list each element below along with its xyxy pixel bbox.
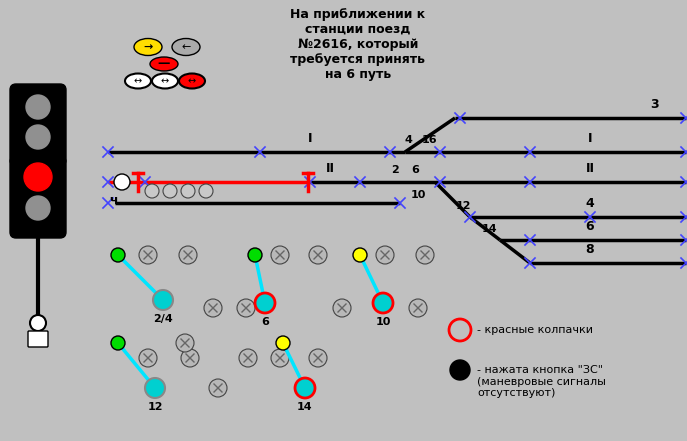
Text: 2/4: 2/4 xyxy=(153,314,173,324)
Circle shape xyxy=(24,163,52,191)
Circle shape xyxy=(30,315,46,331)
Text: - нажата кнопка "ЗС"
(маневровые сигналы
отсутствуют): - нажата кнопка "ЗС" (маневровые сигналы… xyxy=(477,365,606,398)
Text: II: II xyxy=(326,162,335,175)
Circle shape xyxy=(295,378,315,398)
Circle shape xyxy=(309,349,327,367)
Text: 12: 12 xyxy=(147,402,163,412)
Circle shape xyxy=(111,336,125,350)
Circle shape xyxy=(237,299,255,317)
Text: II: II xyxy=(585,162,594,175)
Circle shape xyxy=(179,246,197,264)
Circle shape xyxy=(111,248,125,262)
Circle shape xyxy=(333,299,351,317)
Circle shape xyxy=(26,196,50,220)
Text: →: → xyxy=(144,42,153,52)
FancyBboxPatch shape xyxy=(28,331,48,347)
Circle shape xyxy=(163,184,177,198)
Text: 2: 2 xyxy=(391,165,399,175)
Text: ↔: ↔ xyxy=(161,76,169,86)
Circle shape xyxy=(199,184,213,198)
Circle shape xyxy=(373,293,393,313)
Text: I: I xyxy=(588,132,592,145)
Circle shape xyxy=(248,248,262,262)
Text: 10: 10 xyxy=(410,190,426,200)
Circle shape xyxy=(271,349,289,367)
Circle shape xyxy=(145,184,159,198)
Text: 6: 6 xyxy=(261,317,269,327)
Circle shape xyxy=(145,378,165,398)
Circle shape xyxy=(26,125,50,149)
Text: I: I xyxy=(308,132,313,145)
Text: —: — xyxy=(158,57,170,71)
FancyBboxPatch shape xyxy=(10,84,66,166)
Text: ←: ← xyxy=(181,42,191,52)
Text: 4: 4 xyxy=(404,135,412,145)
Circle shape xyxy=(276,336,290,350)
Circle shape xyxy=(416,246,434,264)
Circle shape xyxy=(181,349,199,367)
Text: ч: ч xyxy=(110,194,118,207)
Text: 6: 6 xyxy=(411,165,419,175)
Ellipse shape xyxy=(134,38,162,56)
Text: ↔: ↔ xyxy=(134,76,142,86)
Text: - красные колпачки: - красные колпачки xyxy=(477,325,593,335)
Text: На приближении к
станции поезд
№2616, который
требуется принять
на 6 путь: На приближении к станции поезд №2616, ко… xyxy=(291,8,425,81)
Circle shape xyxy=(450,360,470,380)
Circle shape xyxy=(176,334,194,352)
Circle shape xyxy=(271,246,289,264)
Text: 3: 3 xyxy=(650,98,659,111)
Circle shape xyxy=(26,95,50,119)
Text: ↔: ↔ xyxy=(188,76,196,86)
Circle shape xyxy=(114,174,130,190)
Text: 8: 8 xyxy=(586,243,594,256)
Text: 14: 14 xyxy=(482,224,498,234)
Circle shape xyxy=(239,349,257,367)
Text: 14: 14 xyxy=(297,402,313,412)
Circle shape xyxy=(409,299,427,317)
Circle shape xyxy=(153,290,173,310)
Ellipse shape xyxy=(152,74,178,89)
Circle shape xyxy=(376,246,394,264)
Text: 6: 6 xyxy=(586,220,594,233)
Ellipse shape xyxy=(125,74,151,89)
Text: 12: 12 xyxy=(455,201,471,211)
Text: 10: 10 xyxy=(375,317,391,327)
Circle shape xyxy=(181,184,195,198)
Circle shape xyxy=(209,379,227,397)
Circle shape xyxy=(139,246,157,264)
FancyBboxPatch shape xyxy=(10,156,66,238)
Ellipse shape xyxy=(150,57,178,71)
Circle shape xyxy=(353,248,367,262)
Circle shape xyxy=(139,349,157,367)
Ellipse shape xyxy=(172,38,200,56)
Circle shape xyxy=(255,293,275,313)
Text: 4: 4 xyxy=(585,197,594,210)
Circle shape xyxy=(204,299,222,317)
Ellipse shape xyxy=(179,74,205,89)
Circle shape xyxy=(309,246,327,264)
Text: 16: 16 xyxy=(423,135,438,145)
